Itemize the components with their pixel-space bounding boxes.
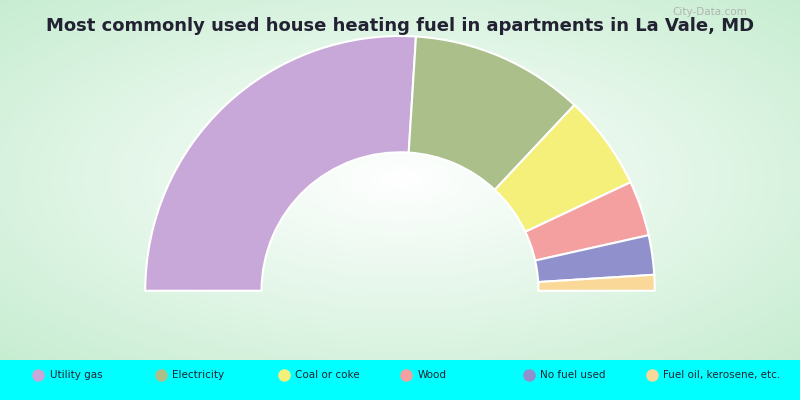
Text: No fuel used: No fuel used (540, 370, 606, 380)
Wedge shape (146, 36, 416, 291)
Text: Coal or coke: Coal or coke (295, 370, 359, 380)
Wedge shape (538, 275, 654, 291)
Text: City-Data.com: City-Data.com (673, 7, 747, 17)
Text: Fuel oil, kerosene, etc.: Fuel oil, kerosene, etc. (663, 370, 780, 380)
Text: Utility gas: Utility gas (50, 370, 102, 380)
Wedge shape (494, 105, 630, 232)
Text: Most commonly used house heating fuel in apartments in La Vale, MD: Most commonly used house heating fuel in… (46, 17, 754, 35)
Text: Electricity: Electricity (172, 370, 224, 380)
Wedge shape (409, 36, 574, 190)
Wedge shape (535, 235, 654, 282)
Text: Wood: Wood (418, 370, 446, 380)
Wedge shape (526, 182, 649, 260)
